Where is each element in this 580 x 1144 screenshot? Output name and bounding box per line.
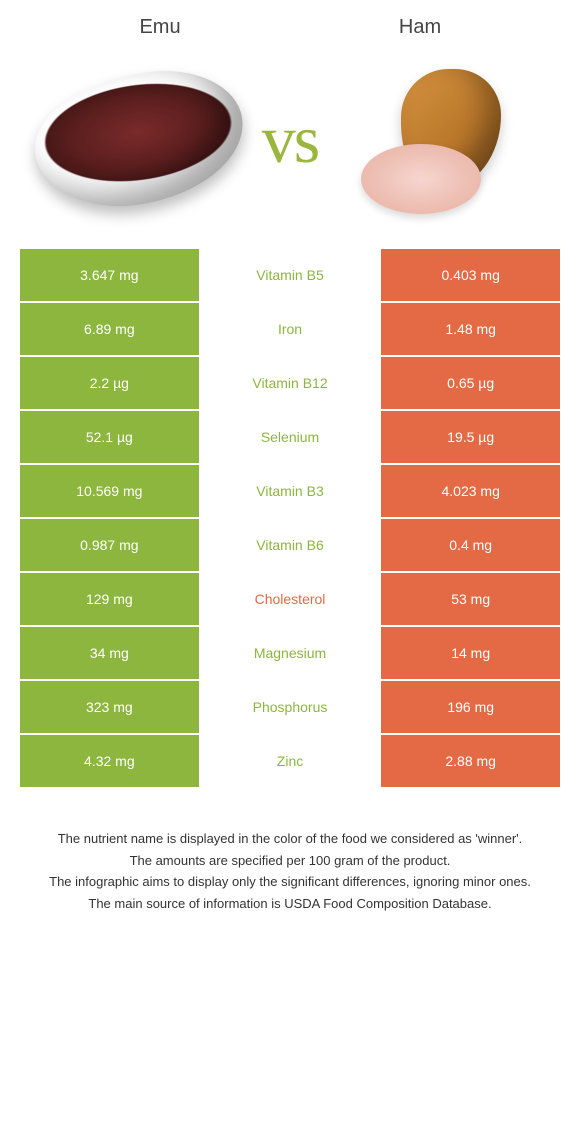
- nutrient-name-cell: Vitamin B3: [201, 465, 382, 517]
- left-value-cell: 323 mg: [20, 681, 201, 733]
- nutrient-name-cell: Phosphorus: [201, 681, 382, 733]
- left-value-cell: 6.89 mg: [20, 303, 201, 355]
- nutrient-name-cell: Vitamin B5: [201, 249, 382, 301]
- right-value-cell: 2.88 mg: [381, 735, 560, 787]
- footer-line: The infographic aims to display only the…: [30, 872, 550, 892]
- food-images-row: vs: [0, 49, 580, 249]
- table-row: 10.569 mgVitamin B34.023 mg: [20, 465, 560, 519]
- right-value-cell: 19.5 µg: [381, 411, 560, 463]
- right-value-cell: 0.65 µg: [381, 357, 560, 409]
- right-value-cell: 1.48 mg: [381, 303, 560, 355]
- table-row: 3.647 mgVitamin B50.403 mg: [20, 249, 560, 303]
- nutrient-name-cell: Selenium: [201, 411, 382, 463]
- table-row: 0.987 mgVitamin B60.4 mg: [20, 519, 560, 573]
- left-value-cell: 0.987 mg: [20, 519, 201, 571]
- footer-line: The nutrient name is displayed in the co…: [30, 829, 550, 849]
- right-food-title: Ham: [290, 16, 550, 39]
- emu-image: [20, 59, 258, 219]
- table-row: 52.1 µgSelenium19.5 µg: [20, 411, 560, 465]
- left-value-cell: 34 mg: [20, 627, 201, 679]
- nutrient-name-cell: Vitamin B12: [201, 357, 382, 409]
- table-row: 34 mgMagnesium14 mg: [20, 627, 560, 681]
- left-value-cell: 4.32 mg: [20, 735, 201, 787]
- table-row: 323 mgPhosphorus196 mg: [20, 681, 560, 735]
- left-value-cell: 10.569 mg: [20, 465, 201, 517]
- comparison-header: Emu Ham: [0, 0, 580, 49]
- ham-meat-icon: [351, 64, 531, 214]
- nutrient-name-cell: Magnesium: [201, 627, 382, 679]
- nutrient-comparison-table: 3.647 mgVitamin B50.403 mg6.89 mgIron1.4…: [20, 249, 560, 789]
- left-value-cell: 2.2 µg: [20, 357, 201, 409]
- nutrient-name-cell: Vitamin B6: [201, 519, 382, 571]
- right-value-cell: 4.023 mg: [381, 465, 560, 517]
- vs-label: vs: [258, 100, 322, 179]
- left-value-cell: 129 mg: [20, 573, 201, 625]
- footer-notes: The nutrient name is displayed in the co…: [0, 789, 580, 913]
- nutrient-name-cell: Zinc: [201, 735, 382, 787]
- right-value-cell: 14 mg: [381, 627, 560, 679]
- table-row: 2.2 µgVitamin B120.65 µg: [20, 357, 560, 411]
- footer-line: The main source of information is USDA F…: [30, 894, 550, 914]
- table-row: 129 mgCholesterol53 mg: [20, 573, 560, 627]
- footer-line: The amounts are specified per 100 gram o…: [30, 851, 550, 871]
- emu-meat-icon: [26, 60, 252, 218]
- left-value-cell: 52.1 µg: [20, 411, 201, 463]
- right-value-cell: 196 mg: [381, 681, 560, 733]
- left-food-title: Emu: [30, 16, 290, 39]
- ham-image: [322, 59, 560, 219]
- left-value-cell: 3.647 mg: [20, 249, 201, 301]
- table-row: 6.89 mgIron1.48 mg: [20, 303, 560, 357]
- nutrient-name-cell: Iron: [201, 303, 382, 355]
- right-value-cell: 0.4 mg: [381, 519, 560, 571]
- right-value-cell: 0.403 mg: [381, 249, 560, 301]
- nutrient-name-cell: Cholesterol: [201, 573, 382, 625]
- table-row: 4.32 mgZinc2.88 mg: [20, 735, 560, 789]
- right-value-cell: 53 mg: [381, 573, 560, 625]
